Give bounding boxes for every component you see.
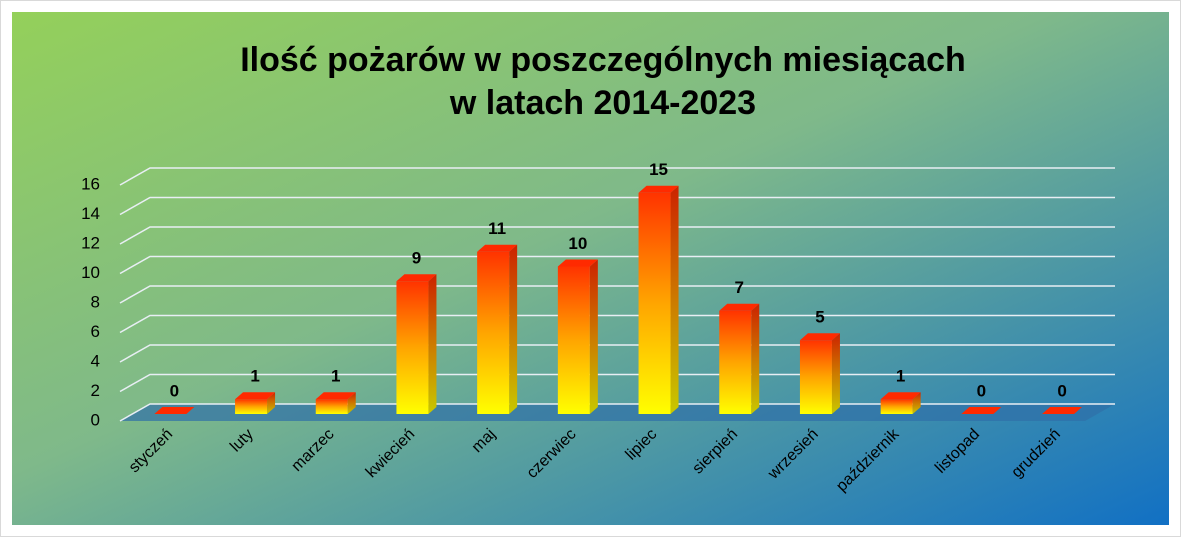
grid-line — [119, 196, 1115, 216]
grid-line — [119, 167, 1115, 186]
value-label: 10 — [568, 234, 587, 253]
value-label: 1 — [896, 367, 905, 386]
bar-top — [638, 185, 679, 193]
bar-front — [315, 399, 348, 414]
y-tick-label: 12 — [81, 233, 100, 252]
bar-side — [831, 333, 840, 414]
bar-front — [799, 340, 832, 414]
grid-line — [119, 226, 1115, 245]
value-label: 1 — [250, 367, 259, 386]
bar-top — [477, 244, 518, 252]
y-tick-label: 0 — [91, 410, 100, 429]
value-label: 7 — [735, 278, 744, 297]
bar — [961, 407, 1002, 415]
value-label: 1 — [331, 367, 340, 386]
bar-front — [638, 192, 671, 414]
bar — [477, 244, 518, 414]
bar — [235, 392, 276, 414]
bar-side — [428, 274, 437, 414]
bar-top — [880, 392, 921, 400]
y-tick-label: 16 — [81, 174, 100, 193]
bar-side — [347, 392, 356, 414]
value-label: 11 — [488, 219, 506, 238]
bar — [315, 392, 356, 414]
bar-top — [719, 303, 760, 311]
bar-top — [396, 274, 437, 282]
y-tick-label: 8 — [91, 292, 100, 311]
bar-side — [751, 303, 760, 414]
bar-side — [589, 259, 598, 414]
grid-line — [119, 373, 1115, 393]
bar-side — [670, 185, 679, 414]
bar-front — [235, 399, 268, 414]
bar — [1042, 407, 1083, 415]
bar — [880, 392, 921, 414]
y-tick-label: 2 — [91, 381, 100, 400]
bar-front — [477, 251, 510, 414]
bar-side — [912, 392, 921, 414]
grid-line — [119, 344, 1115, 363]
bar — [638, 185, 679, 414]
y-tick-label: 10 — [81, 263, 100, 282]
value-label: 0 — [1057, 381, 1066, 400]
bar-top — [235, 392, 276, 400]
value-label: 9 — [412, 249, 421, 268]
bar — [799, 333, 840, 414]
bar-front — [880, 399, 913, 414]
grid-line — [119, 314, 1115, 334]
bar-front — [396, 281, 429, 414]
floor — [120, 404, 1115, 421]
y-tick-label: 14 — [81, 204, 100, 223]
grid-line — [119, 285, 1115, 304]
bar-top — [1042, 407, 1083, 414]
bar-front — [719, 310, 752, 414]
chart-title: Ilość pożarów w poszczególnych miesiącac… — [240, 41, 966, 79]
bar-side — [267, 392, 276, 414]
value-label: 5 — [815, 308, 824, 327]
bar — [396, 274, 437, 414]
bar-top — [961, 407, 1002, 414]
y-tick-label: 6 — [91, 322, 100, 341]
value-label: 0 — [170, 381, 179, 400]
bar-top — [557, 259, 598, 267]
value-label: 15 — [649, 160, 668, 179]
bar — [557, 259, 598, 414]
value-label: 0 — [977, 381, 986, 400]
y-tick-label: 4 — [91, 351, 100, 370]
bar — [719, 303, 760, 414]
bar-side — [509, 244, 518, 414]
bar — [154, 407, 195, 415]
bar-top — [154, 407, 195, 414]
chart-subtitle: w latach 2014-2023 — [449, 84, 756, 122]
grid-line — [119, 403, 1115, 422]
bar-top — [315, 392, 356, 400]
bar-front — [557, 266, 590, 414]
grid-line — [119, 255, 1115, 275]
bar-top — [799, 333, 840, 341]
